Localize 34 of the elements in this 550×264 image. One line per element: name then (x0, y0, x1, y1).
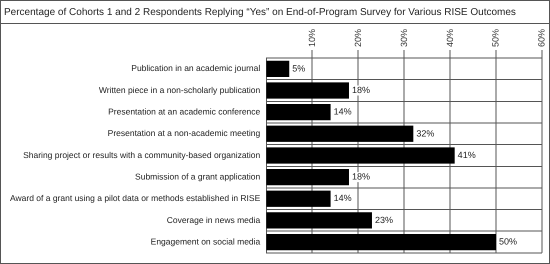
y-tick-label: Sharing project or results with a community-based organization (23, 150, 261, 160)
chart-title: Percentage of Cohorts 1 and 2 Respondents Replying “Yes” on End-of-Program Survey for Various RISE Outcomes (4, 6, 516, 18)
bar (266, 147, 455, 164)
y-tick-label: Presentation at a non-academic meeting (108, 128, 261, 138)
bar (266, 60, 290, 77)
bar (266, 82, 349, 99)
y-tick-label: Coverage in news media (166, 214, 261, 225)
data-label: 18% (352, 84, 370, 95)
data-label: 50% (499, 236, 518, 247)
y-tick-label: Award of a grant using a pilot data or methods established in RISE (10, 193, 261, 204)
y-tick-label: Presentation at an academic conference (108, 106, 261, 116)
data-label: 14% (334, 193, 352, 204)
bar (266, 126, 414, 142)
bar (266, 190, 331, 207)
y-tick-label: Written piece in a non-scholarly publication (98, 84, 261, 95)
data-label: 23% (374, 214, 393, 225)
x-tick-label: 20% (352, 29, 363, 48)
bar (266, 104, 331, 120)
x-tick-label: 30% (398, 29, 409, 48)
x-tick-label: 50% (490, 29, 501, 48)
data-label: 5% (292, 63, 306, 74)
x-tick-label: 40% (444, 29, 455, 48)
x-tick-label: 60% (536, 29, 547, 48)
y-tick-label: Submission of a grant application (135, 171, 261, 182)
data-label: 41% (458, 150, 476, 160)
y-tick-label: Engagement on social media (150, 236, 261, 246)
bar (266, 234, 496, 250)
bar (266, 168, 349, 186)
y-tick-label: Publication in an academic journal (131, 63, 260, 74)
data-label: 14% (334, 106, 352, 117)
data-label: 18% (352, 172, 370, 182)
x-tick-label: 10% (306, 29, 317, 48)
bar (266, 212, 372, 229)
data-label: 32% (416, 128, 434, 138)
